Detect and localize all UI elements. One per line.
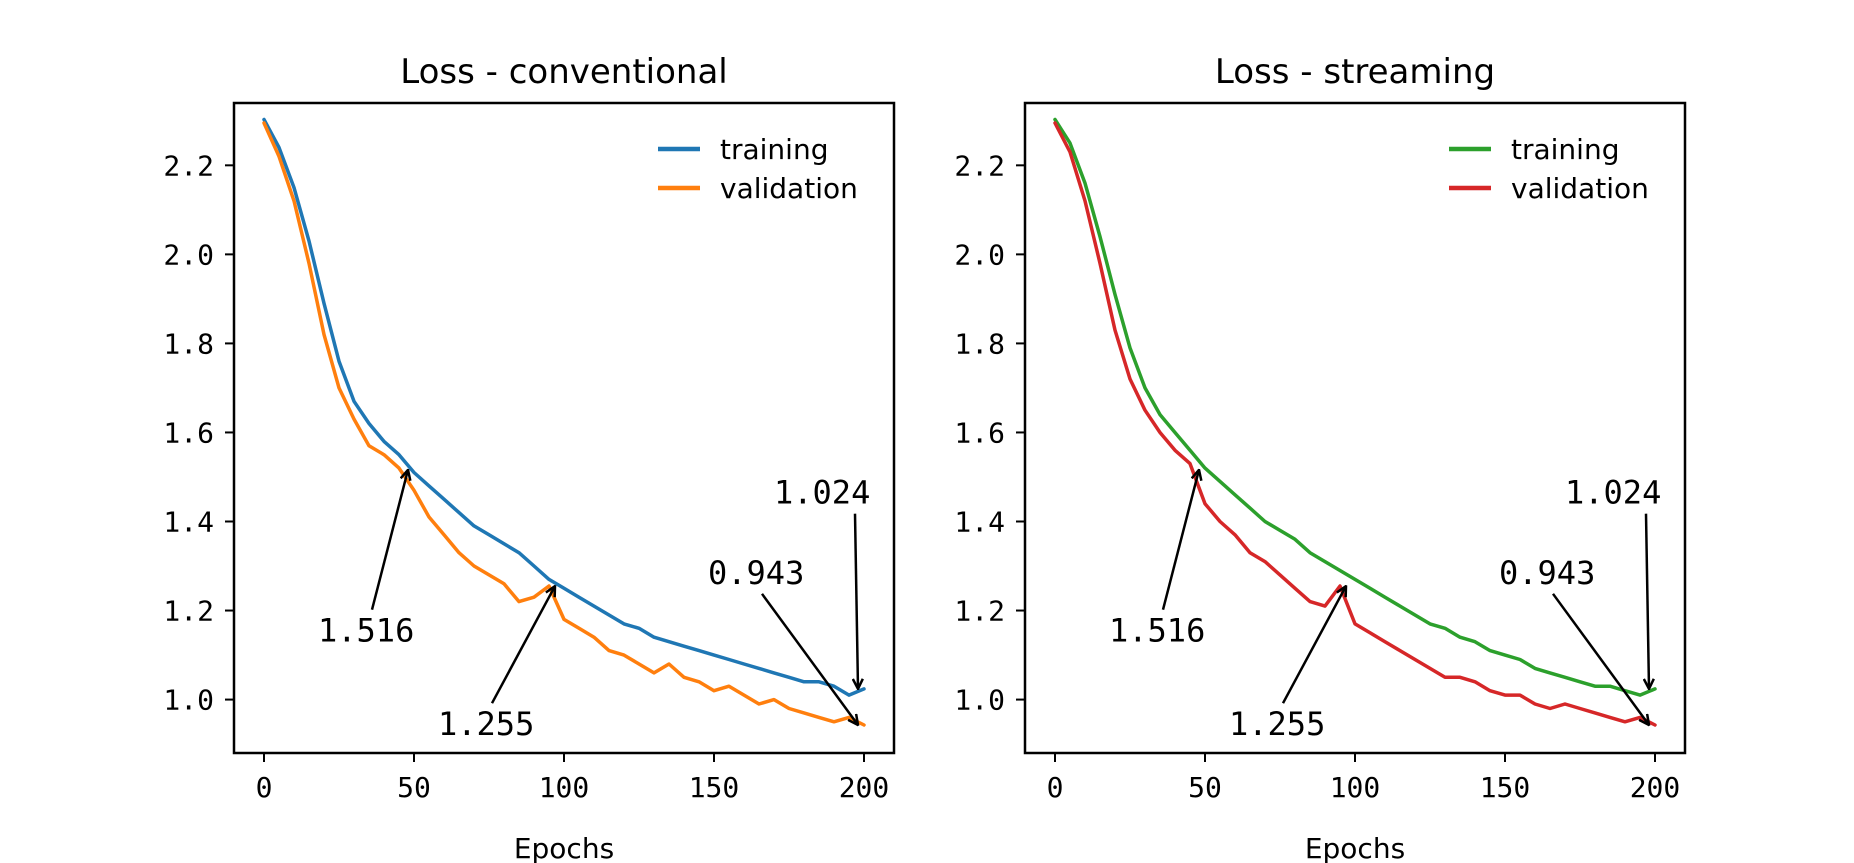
y-tick-label: 2.2 [163,149,214,182]
y-tick-label: 1.0 [163,684,214,717]
annotation-arrow [1646,513,1649,689]
annotation-arrow [370,470,408,611]
series-line-validation [1053,121,1657,727]
x-tick-label: 100 [1330,771,1381,804]
x-tick-label: 150 [689,771,740,804]
y-tick-label: 1.4 [163,505,214,538]
annotation-label: 0.943 [708,554,804,592]
annotation-label: 1.255 [1229,705,1325,743]
chart-panel-2: Loss - streaming 0 50 100 150 200 1.0 1.2 1.4 1.6… [954,52,1687,863]
x-tick-label: 100 [539,771,590,804]
y-tick-label: 1.2 [163,595,214,628]
series-line-training [262,117,866,697]
series-line-training [1053,117,1657,697]
y-tick-label: 1.0 [954,684,1005,717]
x-axis-label: Epochs [514,832,614,863]
y-tick-label: 2.0 [954,238,1005,271]
y-tick-label: 2.0 [163,238,214,271]
x-tick-label: 0 [1047,771,1064,804]
x-tick-label: 50 [1188,771,1222,804]
annotation-arrow [1551,593,1649,725]
x-tick-label: 200 [839,771,890,804]
y-tick-label: 1.8 [954,327,1005,360]
x-tick-label: 200 [1630,771,1681,804]
annotation-label: 1.516 [1109,612,1205,650]
annotation-label: 0.943 [1499,554,1595,592]
annotation-label: 1.516 [318,612,414,650]
x-tick-label: 0 [256,771,273,804]
chart-title: Loss - conventional [400,52,728,92]
legend-label-validation: validation [1511,172,1649,205]
annotation-arrow [760,593,858,725]
series-line-validation [262,121,866,727]
y-tick-label: 1.6 [954,416,1005,449]
x-tick-label: 50 [397,771,431,804]
annotation-arrow [1281,586,1346,704]
legend-label-training: training [720,133,828,166]
legend: training validation [1449,133,1649,205]
annotation-arrow [1161,470,1199,611]
x-tick-label: 150 [1480,771,1531,804]
annotation-arrow [490,586,555,704]
annotation-label: 1.024 [774,474,870,512]
legend-label-training: training [1511,133,1619,166]
y-tick-label: 1.6 [163,416,214,449]
annotation-arrow [855,513,858,689]
y-tick-label: 2.2 [954,149,1005,182]
y-tick-label: 1.2 [954,595,1005,628]
annotation-label: 1.024 [1565,474,1661,512]
chart-title: Loss - streaming [1215,52,1495,92]
annotation-label: 1.255 [438,705,534,743]
x-axis-label: Epochs [1305,832,1405,863]
y-tick-label: 1.8 [163,327,214,360]
y-tick-label: 1.4 [954,505,1005,538]
legend-label-validation: validation [720,172,858,205]
chart-panel-1: Loss - conventional 0 50 100 150 200 1.0 1.2 1.4… [163,52,896,863]
legend: training validation [658,133,858,205]
